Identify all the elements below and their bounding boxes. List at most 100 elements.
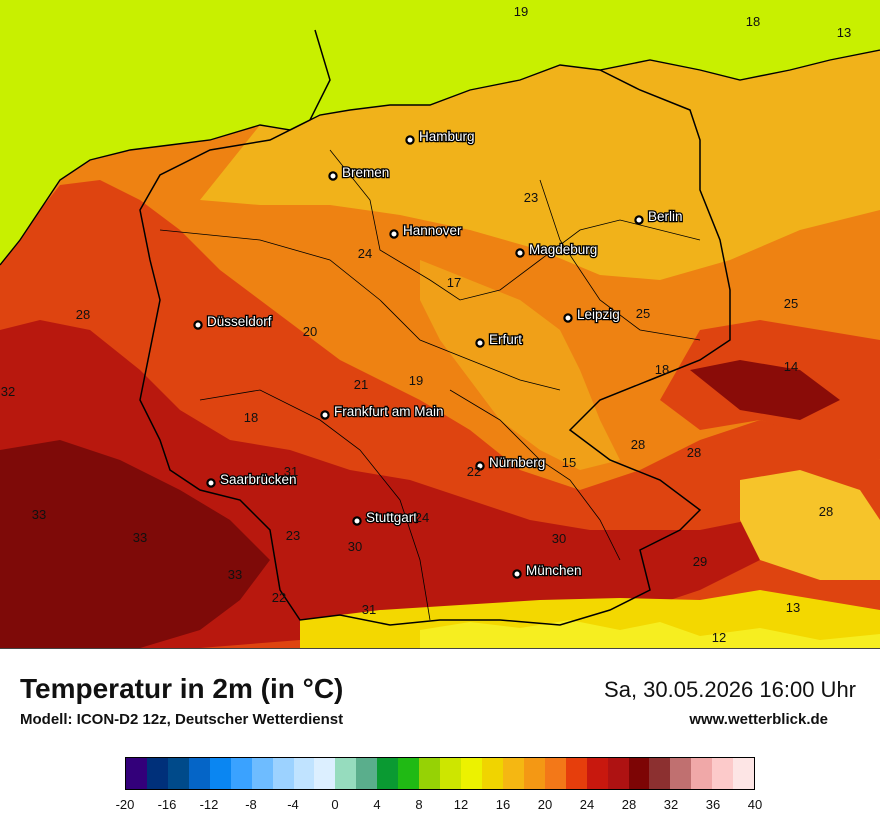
color-swatch	[126, 758, 147, 789]
color-swatch	[691, 758, 713, 789]
city-label: Frankfurt am Main	[334, 404, 444, 419]
temperature-value: 31	[284, 464, 298, 479]
scale-tick-label: 12	[453, 797, 469, 812]
temperature-value: 22	[272, 590, 286, 605]
temperature-value: 29	[693, 554, 707, 569]
color-scale	[125, 757, 755, 790]
city-label: Düsseldorf	[207, 314, 272, 329]
temperature-value: 13	[837, 25, 851, 40]
city-marker	[352, 516, 362, 526]
color-swatch	[607, 758, 629, 789]
color-swatch	[544, 758, 566, 789]
color-swatch	[565, 758, 587, 789]
color-swatch	[188, 758, 210, 789]
state-border-4	[449, 389, 621, 561]
color-swatch	[440, 758, 461, 789]
sea-area	[0, 0, 880, 265]
color-swatch	[209, 758, 231, 789]
scale-tick-label: -16	[157, 797, 177, 812]
temperature-value: 28	[687, 445, 701, 460]
temperature-value: 33	[228, 567, 242, 582]
temperature-value: 17	[447, 275, 461, 290]
city-marker	[405, 135, 415, 145]
scale-tick-label: 40	[747, 797, 763, 812]
scale-tick-label: -20	[115, 797, 135, 812]
city-marker	[206, 478, 216, 488]
temperature-value: 14	[784, 359, 798, 374]
temperature-value: 24	[358, 246, 372, 261]
color-swatch	[230, 758, 252, 789]
city-marker	[320, 410, 330, 420]
temperature-value: 30	[552, 531, 566, 546]
color-swatch	[356, 758, 378, 789]
color-swatch	[733, 758, 755, 789]
map-title: Temperatur in 2m (in °C)	[20, 673, 344, 704]
scale-tick-label: 8	[415, 797, 423, 812]
germany-border	[139, 29, 731, 626]
city-marker	[475, 338, 485, 348]
temperature-value: 28	[76, 307, 90, 322]
scale-tick-label: 4	[373, 797, 381, 812]
temperature-map: Hamburg Bremen Berlin Hannover Magdeburg Düss…	[0, 0, 880, 648]
temperature-value: 19	[409, 373, 423, 388]
temperature-value: 25	[784, 296, 798, 311]
city-label: Leipzig	[577, 307, 620, 322]
city-label: Bremen	[342, 165, 389, 180]
state-border-1	[159, 229, 561, 391]
temperature-value: 21	[354, 377, 368, 392]
color-swatch	[335, 758, 357, 789]
city-label: München	[526, 563, 582, 578]
temperature-value: 19	[514, 4, 528, 19]
scale-tick-label: -8	[245, 797, 257, 812]
color-swatch	[272, 758, 294, 789]
city-label: Magdeburg	[529, 242, 597, 257]
city-label: Hannover	[403, 223, 462, 238]
color-swatch	[502, 758, 524, 789]
city-marker	[634, 215, 644, 225]
city-marker	[515, 248, 525, 258]
color-swatch	[628, 758, 650, 789]
city-marker	[512, 569, 522, 579]
color-swatch	[670, 758, 692, 789]
website-link[interactable]: www.wetterblick.de	[689, 711, 828, 728]
temperature-value: 30	[348, 539, 362, 554]
color-swatch	[398, 758, 420, 789]
color-swatch	[481, 758, 503, 789]
city-marker	[563, 313, 573, 323]
temperature-value: 12	[712, 630, 726, 645]
temperature-values: 19 18 13 23 24 17 28 25 20 25 32 21 19 18 14 18 31 28 28 22…	[1, 4, 851, 645]
temperature-value: 25	[636, 306, 650, 321]
temperature-value: 31	[362, 602, 376, 617]
scale-tick-label: 16	[495, 797, 511, 812]
color-swatch	[523, 758, 545, 789]
scale-tick-label: 20	[537, 797, 553, 812]
city-marker	[193, 320, 203, 330]
city-marker	[475, 461, 485, 471]
scale-tick-label: -4	[287, 797, 299, 812]
temperature-value: 18	[746, 14, 760, 29]
color-swatch	[314, 758, 336, 789]
temperature-value: 32	[1, 384, 15, 399]
color-swatch	[586, 758, 608, 789]
scale-tick-label: 36	[705, 797, 721, 812]
color-swatch	[461, 758, 482, 789]
map-canvas: Hamburg Bremen Berlin Hannover Magdeburg Düss…	[0, 0, 880, 648]
coastline	[0, 49, 880, 266]
state-border-2	[329, 149, 701, 301]
color-swatch	[377, 758, 399, 789]
temperature-value: 28	[819, 504, 833, 519]
scale-tick-label: -12	[199, 797, 219, 812]
temperature-value: 24	[415, 510, 429, 525]
city-label: Erfurt	[489, 332, 522, 347]
city-marker	[389, 229, 399, 239]
color-swatch	[419, 758, 441, 789]
color-swatch	[167, 758, 189, 789]
temperature-value: 33	[32, 507, 46, 522]
forecast-datetime: Sa, 30.05.2026 16:00 Uhr	[604, 677, 856, 702]
temperature-value: 15	[562, 455, 576, 470]
city-label: Berlin	[648, 209, 683, 224]
temperature-value: 20	[303, 324, 317, 339]
temperature-value: 13	[786, 600, 800, 615]
central-warm-zone	[420, 260, 620, 470]
color-swatch	[293, 758, 315, 789]
